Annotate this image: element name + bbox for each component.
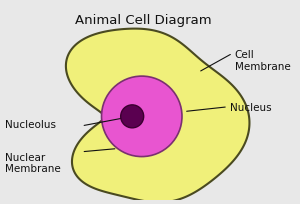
Circle shape: [101, 77, 182, 157]
Polygon shape: [66, 29, 250, 202]
Text: Nucleolus: Nucleolus: [5, 119, 56, 129]
Circle shape: [121, 105, 144, 128]
Text: Cell
Membrane: Cell Membrane: [235, 50, 290, 72]
Text: Nuclear
Membrane: Nuclear Membrane: [5, 152, 61, 174]
Text: Nucleus: Nucleus: [230, 102, 272, 112]
Text: Animal Cell Diagram: Animal Cell Diagram: [75, 14, 212, 27]
